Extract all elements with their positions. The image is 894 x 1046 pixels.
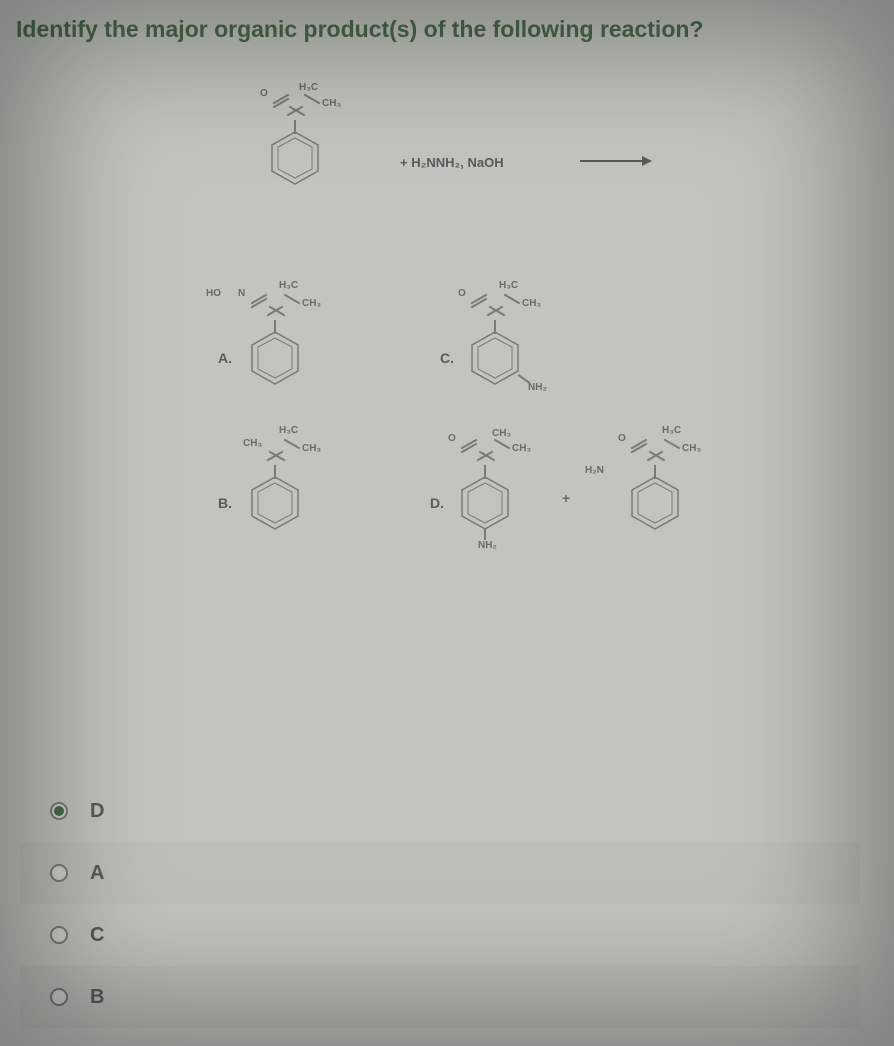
- option-text-c: C: [90, 924, 104, 947]
- bond: [494, 439, 511, 450]
- options-panel: D A C B: [20, 780, 860, 1028]
- label-H3C: H₃C: [279, 280, 298, 291]
- label-NH2: NH₂: [478, 540, 497, 551]
- option-row-d[interactable]: D: [20, 780, 860, 842]
- label-O: O: [618, 433, 626, 444]
- label-HO: HO: [206, 288, 221, 299]
- choice-label-d: D.: [430, 495, 444, 511]
- reaction-scheme: O H₃C CH₃ + H₂NNH₂, NaOH: [180, 80, 780, 230]
- option-text-b: B: [90, 986, 104, 1009]
- bond: [274, 465, 276, 479]
- option-text-a: A: [90, 862, 104, 885]
- bond: [484, 528, 486, 540]
- choice-c-ring: [470, 330, 520, 386]
- option-row-b[interactable]: B: [20, 966, 860, 1028]
- label-CH3: CH₃: [492, 428, 511, 439]
- label-H: H₃C: [299, 82, 318, 93]
- radio-c[interactable]: [50, 926, 68, 944]
- bond: [484, 465, 486, 479]
- label-O: O: [260, 88, 268, 99]
- label-H3C: H₃C: [662, 425, 681, 436]
- bond: [274, 320, 276, 334]
- label-CH3: CH₃: [302, 443, 321, 454]
- reagent-text: + H₂NNH₂, NaOH: [400, 155, 504, 170]
- choice-d-ring-2: [630, 475, 680, 531]
- label-CH3: CH₃: [322, 98, 341, 109]
- choice-d-ring-1: [460, 475, 510, 531]
- option-row-c[interactable]: C: [20, 904, 860, 966]
- label-O: O: [458, 288, 466, 299]
- plus-sign: +: [562, 490, 570, 506]
- radio-d[interactable]: [50, 802, 68, 820]
- bond: [304, 94, 321, 105]
- option-row-a[interactable]: A: [20, 842, 860, 904]
- label-CH3: CH₃: [522, 298, 541, 309]
- question-text: Identify the major organic product(s) of…: [16, 16, 703, 43]
- label-CH3: CH₃: [243, 438, 262, 449]
- choice-b-ring: [250, 475, 300, 531]
- bond: [654, 465, 656, 479]
- bond: [284, 294, 301, 305]
- label-CH3: CH₃: [302, 298, 321, 309]
- label-NH2: NH₂: [528, 382, 547, 393]
- label-H3C: H₃C: [499, 280, 518, 291]
- reaction-arrow: [580, 160, 650, 162]
- label-H3C: H₃C: [279, 425, 298, 436]
- choice-label-b: B.: [218, 495, 232, 511]
- reactant-ring: [270, 130, 320, 186]
- bond: [494, 320, 496, 334]
- bond: [284, 439, 301, 450]
- choice-label-c: C.: [440, 350, 454, 366]
- choice-a-ring: [250, 330, 300, 386]
- bond: [664, 439, 681, 450]
- label-CH3: CH₃: [682, 443, 701, 454]
- bond: [294, 120, 296, 134]
- label-CH3: CH₃: [512, 443, 531, 454]
- radio-b[interactable]: [50, 988, 68, 1006]
- label-H2N: H₂N: [585, 465, 604, 476]
- bond: [504, 294, 521, 305]
- label-O: O: [448, 433, 456, 444]
- choice-label-a: A.: [218, 350, 232, 366]
- label-N: N: [238, 288, 245, 299]
- option-text-d: D: [90, 800, 104, 823]
- radio-a[interactable]: [50, 864, 68, 882]
